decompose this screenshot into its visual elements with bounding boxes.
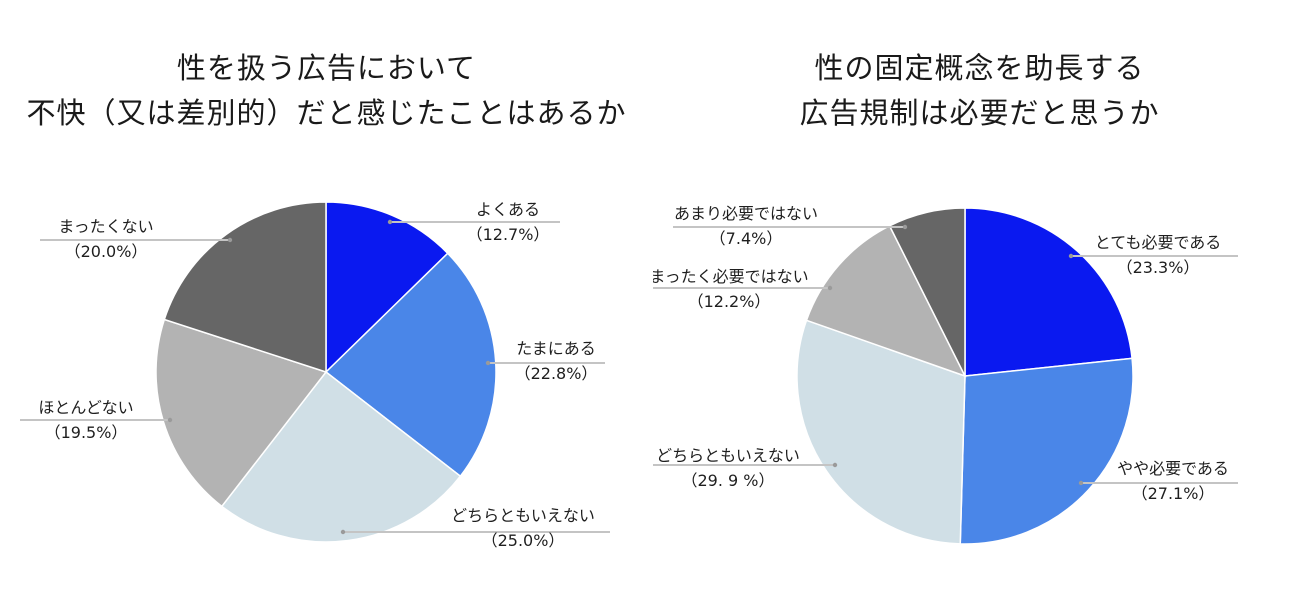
pie-slice (959, 357, 1134, 545)
chart-title-line-1: 性を扱う広告において (176, 51, 477, 85)
pie-slice (325, 201, 449, 374)
pie-chart-discomfort: よくある （12.7%） たまにある （22.8%） どちらともいえない （25.0%） ほ… (20, 200, 610, 550)
slice-percent-label: （12.2%） (688, 292, 771, 311)
slice-percent-label: （23.3%） (1117, 258, 1200, 277)
leader-dot (827, 285, 833, 291)
leader-dot (832, 462, 838, 468)
pie-slice (163, 201, 327, 374)
slice-label: どちらともいえない (656, 446, 800, 465)
leader-dot (227, 237, 233, 243)
pie-slice (155, 318, 328, 508)
slice-label: よくある (476, 200, 540, 219)
slice-label: ほとんどない (38, 398, 133, 417)
slice-percent-label: （29. 9 %） (681, 471, 774, 490)
slice-label: まったく必要ではない (653, 267, 809, 286)
chart-title-line-2: 不快（又は差別的）だと感じたことはあるか (26, 96, 627, 130)
slice-label: あまり必要ではない (674, 204, 818, 223)
slice-label: やや必要である (1117, 459, 1229, 478)
slice-label: とても必要である (1095, 233, 1222, 252)
chart-title-line-2: 広告規制は必要だと思うか (799, 96, 1160, 130)
slice-percent-label: （27.1%） (1132, 484, 1215, 503)
slice-percent-label: （12.7%） (467, 225, 550, 244)
leader-dot (485, 360, 491, 366)
leader-dot (1078, 480, 1084, 486)
slice-percent-label: （25.0%） (482, 531, 565, 550)
slice-percent-label: （20.0%） (65, 242, 148, 261)
slice-percent-label: （22.8%） (515, 364, 598, 383)
pie-slice (805, 224, 967, 378)
pie-slice (964, 207, 1133, 377)
chart-title: 性の固定概念を助長する 広告規制は必要だと思うか (653, 46, 1306, 136)
leader-dot (902, 224, 908, 230)
slice-percent-label: （7.4%） (710, 229, 783, 248)
slice-label: まったくない (58, 217, 153, 236)
chart-title-line-1: 性の固定概念を助長する (814, 51, 1145, 85)
pie-slice (220, 370, 462, 543)
slice-label: どちらともいえない (451, 506, 595, 525)
slice-percent-label: （19.5%） (45, 423, 128, 442)
leader-dot (340, 529, 346, 535)
pie-slice (796, 319, 966, 545)
leader-dot (387, 219, 393, 225)
chart-panel-regulation: 性の固定概念を助長する 広告規制は必要だと思うか とても必要である （23.3%）… (653, 0, 1306, 602)
leader-dot (167, 417, 173, 423)
leader-dot (1068, 253, 1074, 259)
chart-title: 性を扱う広告において 不快（又は差別的）だと感じたことはあるか (0, 46, 653, 136)
pie-chart-regulation: とても必要である （23.3%） やや必要である （27.1%） どちらともいえない （2… (653, 204, 1238, 545)
pie-slice (888, 207, 966, 377)
slice-label: たまにある (516, 339, 596, 358)
chart-panel-discomfort: 性を扱う広告において 不快（又は差別的）だと感じたことはあるか よくある （12.… (0, 46, 653, 550)
